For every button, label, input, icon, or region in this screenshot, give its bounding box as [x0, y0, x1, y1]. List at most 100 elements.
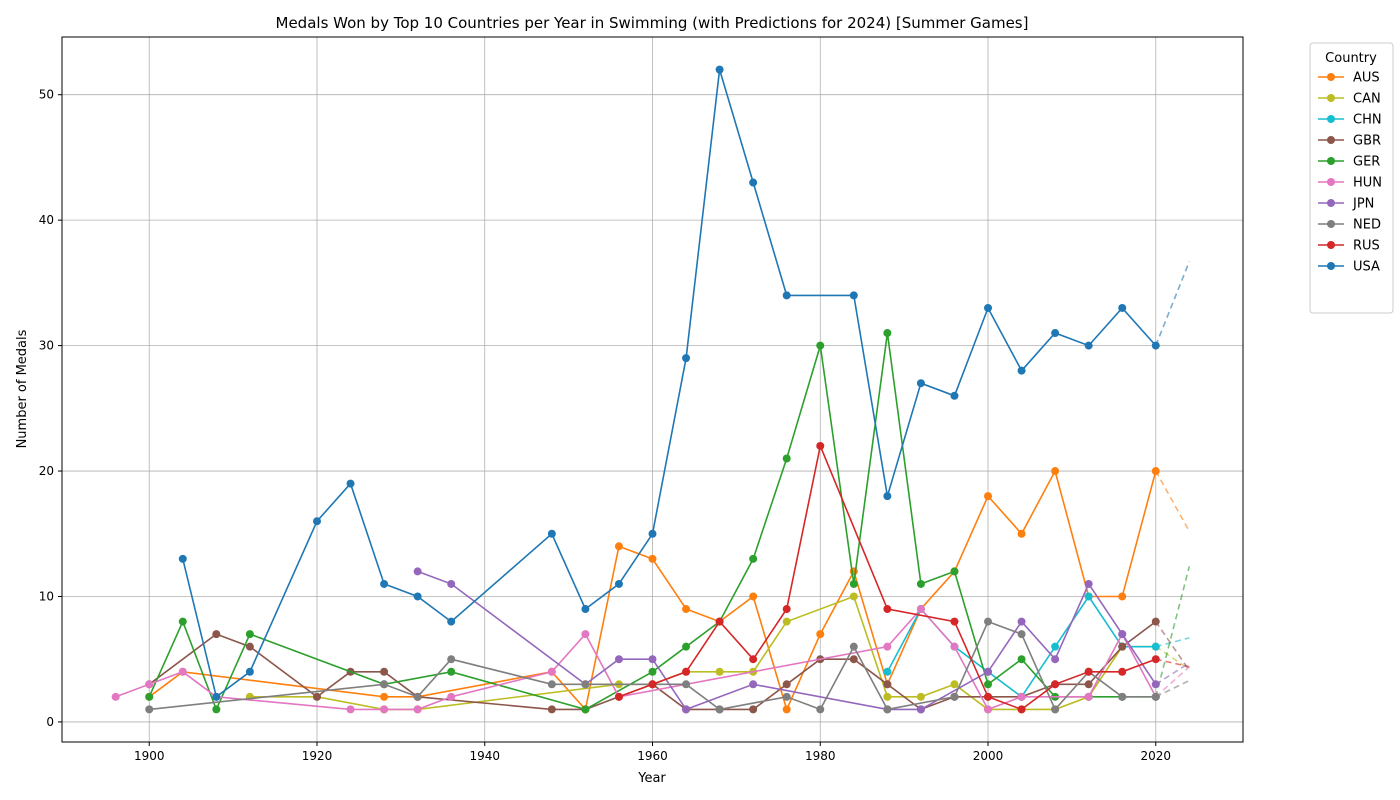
series-AUS [145, 467, 1191, 714]
point-GBR-1908 [212, 630, 221, 639]
point-NED-1984 [849, 642, 858, 651]
point-HUN-1900 [145, 680, 154, 689]
legend-label-AUS: AUS [1353, 71, 1380, 86]
point-USA-1952 [581, 605, 590, 614]
series-USA [178, 65, 1191, 701]
point-HUN-1928 [380, 705, 389, 714]
point-NED-1928 [380, 680, 389, 689]
point-AUS-2000 [984, 492, 993, 501]
point-USA-1988 [883, 492, 892, 501]
point-AUS-1980 [816, 630, 825, 639]
point-RUS-1972 [749, 655, 758, 664]
series-GBR [145, 617, 1190, 714]
point-JPN-2008 [1051, 655, 1060, 664]
point-USA-1964 [682, 354, 691, 363]
point-USA-1936 [447, 617, 456, 626]
point-USA-1912 [245, 667, 254, 676]
grid-lines [62, 37, 1243, 742]
point-GER-1972 [749, 554, 758, 563]
point-USA-1908 [212, 692, 221, 701]
legend-label-USA: USA [1353, 260, 1380, 275]
point-RUS-2008 [1051, 680, 1060, 689]
legend-items: AUS CAN CHN GBR GER HUN JPN NED RUS USA [1318, 71, 1382, 275]
point-RUS-1980 [816, 441, 825, 450]
legend-swatch-marker-JPN [1327, 199, 1335, 207]
point-USA-1960 [648, 529, 657, 538]
point-NED-1980 [816, 705, 825, 714]
point-JPN-1972 [749, 680, 758, 689]
point-USA-2008 [1051, 329, 1060, 338]
point-CAN-1996 [950, 680, 959, 689]
point-GER-1988 [883, 329, 892, 338]
y-axis-label: Number of Medals [15, 329, 30, 448]
point-GBR-1972 [749, 705, 758, 714]
point-HUN-1952 [581, 630, 590, 639]
point-GER-1900 [145, 692, 154, 701]
legend-swatch-marker-AUS [1327, 73, 1335, 81]
point-AUS-2004 [1017, 529, 1026, 538]
point-GBR-2016 [1118, 642, 1127, 651]
series-RUS [614, 441, 1190, 714]
prediction-line-CHN [1155, 637, 1190, 648]
legend-label-CHN: CHN [1353, 113, 1382, 128]
point-HUN-1924 [346, 705, 355, 714]
point-USA-1968 [715, 65, 724, 74]
point-HUN-2000 [984, 705, 993, 714]
series-JPN [413, 567, 1190, 714]
series-CHN [883, 592, 1190, 701]
point-USA-1920 [312, 517, 321, 526]
point-GBR-2012 [1084, 680, 1093, 689]
point-USA-1984 [849, 291, 858, 300]
legend-item-HUN: HUN [1318, 176, 1382, 191]
point-NED-2004 [1017, 630, 1026, 639]
point-JPN-2012 [1084, 579, 1093, 588]
x-tick-label-1900: 1900 [134, 749, 165, 763]
legend-label-CAN: CAN [1353, 92, 1381, 107]
point-HUN-2004 [1017, 692, 1026, 701]
point-HUN-1992 [916, 605, 925, 614]
point-GBR-1948 [547, 705, 556, 714]
prediction-line-USA [1155, 261, 1191, 346]
point-GBR-1912 [245, 642, 254, 651]
point-RUS-1996 [950, 617, 959, 626]
legend-item-USA: USA [1318, 260, 1380, 275]
legend-label-HUN: HUN [1353, 176, 1382, 191]
series-line-USA [182, 69, 1157, 699]
point-AUS-1956 [614, 542, 623, 551]
point-USA-1976 [782, 291, 791, 300]
point-HUN-1988 [883, 642, 892, 651]
point-GBR-1988 [883, 680, 892, 689]
point-RUS-1988 [883, 605, 892, 614]
point-USA-1928 [380, 579, 389, 588]
x-tick-label-2000: 2000 [973, 749, 1004, 763]
point-GBR-1928 [380, 667, 389, 676]
point-GER-1912 [245, 630, 254, 639]
point-NED-1932 [413, 692, 422, 701]
x-axis-label: Year [637, 771, 666, 786]
legend-label-JPN: JPN [1352, 197, 1374, 212]
point-JPN-1964 [682, 705, 691, 714]
point-USA-1996 [950, 391, 959, 400]
series-line-CAN [249, 595, 1156, 711]
point-GBR-1920 [312, 692, 321, 701]
point-NED-1964 [682, 680, 691, 689]
point-NED-1968 [715, 705, 724, 714]
point-CAN-1968 [715, 667, 724, 676]
point-JPN-2016 [1118, 630, 1127, 639]
legend-label-RUS: RUS [1353, 239, 1380, 254]
point-HUN-1932 [413, 705, 422, 714]
point-CAN-1976 [782, 617, 791, 626]
point-NED-2000 [984, 617, 993, 626]
prediction-line-AUS [1155, 470, 1191, 532]
point-NED-2008 [1051, 705, 1060, 714]
point-RUS-2000 [984, 692, 993, 701]
point-RUS-1956 [614, 692, 623, 701]
point-CHN-2008 [1051, 642, 1060, 651]
point-GER-1992 [916, 579, 925, 588]
chart-title: Medals Won by Top 10 Countries per Year … [276, 14, 1029, 32]
point-GER-1976 [782, 454, 791, 463]
y-tick-label-10: 10 [39, 589, 54, 603]
point-GER-1908 [212, 705, 221, 714]
point-RUS-1976 [782, 605, 791, 614]
point-AUS-1960 [648, 554, 657, 563]
